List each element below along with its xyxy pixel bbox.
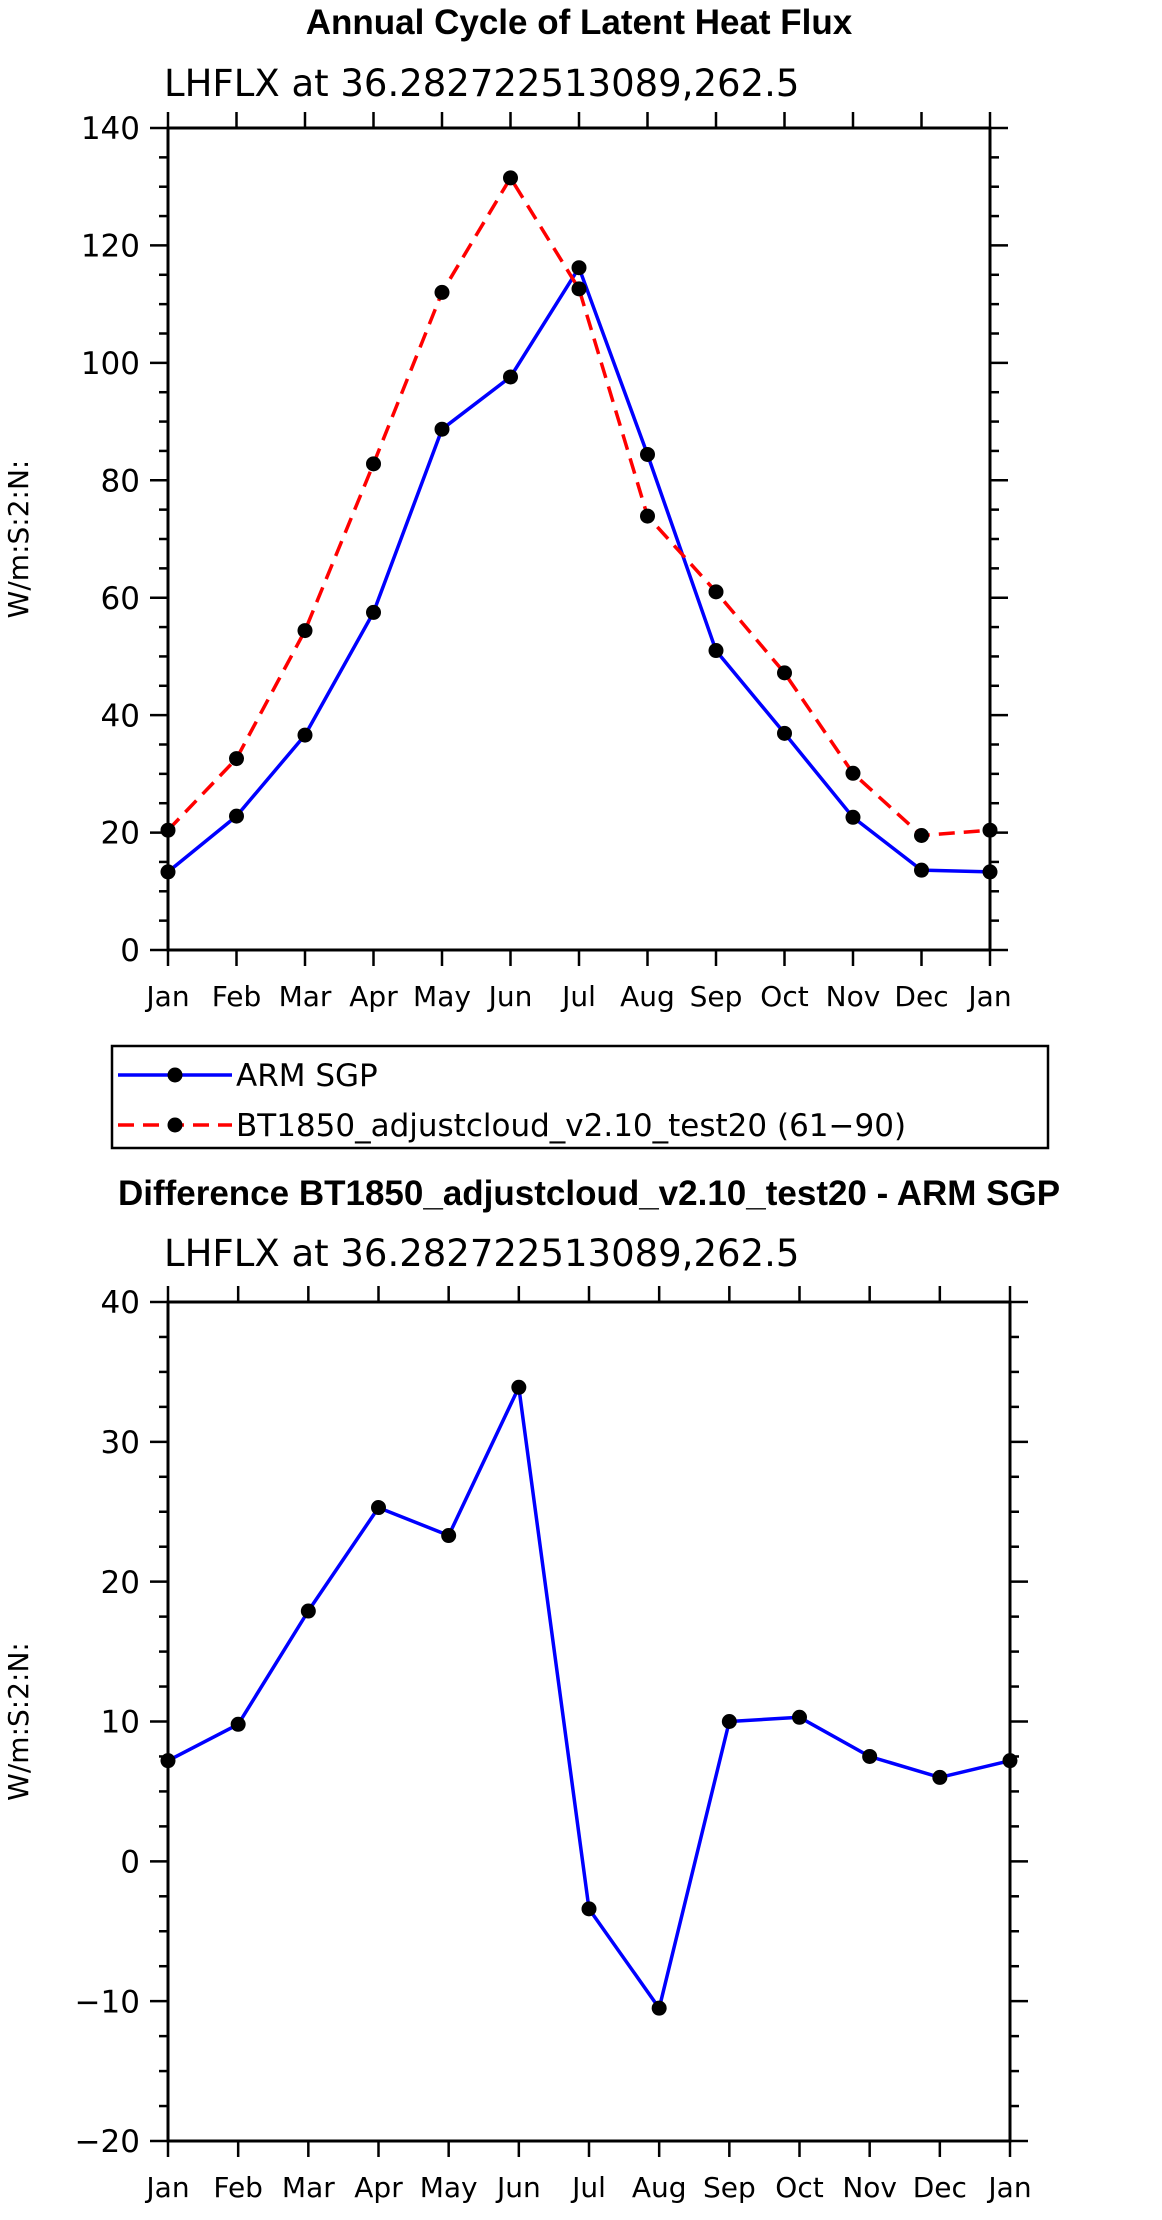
- x-tick-label: Jul: [560, 980, 596, 1013]
- data-point: [708, 584, 724, 600]
- x-tick-label: Sep: [703, 2171, 756, 2204]
- data-point: [581, 1901, 597, 1917]
- y-axis-label: W/m:S:2:N:: [2, 1642, 35, 1801]
- data-point: [366, 456, 381, 472]
- x-tick-label: Jun: [495, 2171, 541, 2204]
- data-point: [297, 727, 313, 743]
- data-point: [503, 369, 518, 385]
- legend-marker: [167, 1067, 183, 1083]
- data-point: [441, 1528, 457, 1544]
- x-tick-label: Apr: [354, 2171, 403, 2204]
- data-point: [571, 260, 587, 276]
- data-point: [914, 828, 929, 844]
- series-line: [166, 265, 991, 874]
- y-tick-label: 0: [120, 1844, 140, 1880]
- x-tick-label: Jan: [966, 980, 1011, 1013]
- data-point: [1002, 1753, 1018, 1769]
- y-axis-label: W/m:S:2:N:: [2, 460, 35, 619]
- legend: ARM SGP BT1850_adjustcloud_v2.10_test20 (…: [110, 1044, 1050, 1150]
- y-tick-label: 40: [101, 1285, 140, 1321]
- x-tick-label: Jan: [144, 2171, 189, 2204]
- data-point: [160, 864, 176, 880]
- x-tick-label: Apr: [349, 980, 398, 1013]
- data-point: [230, 1716, 246, 1732]
- data-point: [708, 643, 724, 659]
- y-tick-label: 120: [81, 229, 140, 265]
- data-point: [571, 281, 587, 297]
- y-tick-label: 30: [101, 1425, 140, 1461]
- chart-subtitle: LHFLX at 36.282722513089,262.5: [164, 62, 799, 105]
- data-point: [982, 822, 998, 838]
- y-tick-label: 0: [120, 933, 140, 969]
- data-point: [932, 1769, 948, 1785]
- y-tick-label: 10: [101, 1705, 140, 1741]
- data-point: [160, 822, 176, 838]
- difference-chart: Difference BT1850_adjustcloud_v2.10_test…: [2, 1174, 1060, 2204]
- x-tick-label: Feb: [213, 2171, 263, 2204]
- latent-heat-flux-chart: Annual Cycle of Latent Heat Flux LHFLX at…: [2, 3, 1012, 1013]
- y-tick-label: 140: [81, 111, 140, 147]
- x-tick-label: Nov: [826, 980, 881, 1013]
- legend-box: [110, 1044, 1050, 1150]
- y-tick-label: −10: [75, 1984, 140, 2020]
- data-point: [640, 508, 655, 524]
- x-tick-label: Aug: [632, 2171, 687, 2204]
- y-tick-label: 20: [101, 1565, 140, 1601]
- data-point: [721, 1714, 737, 1729]
- x-tick-label: May: [413, 980, 471, 1013]
- chart-subtitle: LHFLX at 36.282722513089,262.5: [164, 1232, 799, 1275]
- x-tick-label: Dec: [913, 2171, 967, 2204]
- data-point: [651, 2000, 667, 2016]
- data-point: [297, 623, 313, 639]
- x-tick-label: Oct: [760, 980, 808, 1013]
- data-point: [300, 1603, 316, 1619]
- data-point: [862, 1748, 878, 1764]
- legend-label: ARM SGP: [236, 1058, 378, 1094]
- x-tick-label: Jan: [986, 2171, 1031, 2204]
- data-point: [845, 809, 861, 825]
- x-tick-label: Nov: [842, 2171, 897, 2204]
- data-point: [982, 864, 998, 880]
- series-line: [166, 176, 991, 838]
- y-tick-label: 60: [101, 581, 140, 617]
- y-tick-label: 20: [101, 816, 140, 852]
- data-point: [229, 751, 244, 767]
- chart-title: Difference BT1850_adjustcloud_v2.10_test…: [118, 1174, 1060, 1213]
- x-tick-label: Jul: [570, 2171, 606, 2204]
- legend-label: BT1850_adjustcloud_v2.10_test20 (61−90): [236, 1108, 906, 1144]
- data-point: [366, 604, 381, 620]
- x-tick-label: May: [420, 2171, 478, 2204]
- x-tick-label: Dec: [894, 980, 948, 1013]
- data-point: [160, 1753, 176, 1769]
- legend-marker: [167, 1117, 183, 1133]
- data-point: [371, 1500, 386, 1516]
- data-point: [777, 725, 792, 741]
- data-point: [792, 1709, 807, 1725]
- chart-title: Annual Cycle of Latent Heat Flux: [306, 3, 853, 42]
- y-tick-label: 80: [101, 463, 140, 499]
- x-tick-label: Oct: [775, 2171, 823, 2204]
- data-point: [434, 421, 450, 437]
- x-tick-label: Mar: [279, 980, 332, 1013]
- x-tick-label: Mar: [282, 2171, 335, 2204]
- y-tick-label: 100: [81, 346, 140, 382]
- plot-frame: [166, 1300, 1012, 2143]
- x-tick-label: Jan: [144, 980, 189, 1013]
- x-tick-label: Feb: [212, 980, 262, 1013]
- data-point: [434, 284, 450, 300]
- data-point: [511, 1379, 527, 1395]
- y-tick-label: −20: [75, 2124, 140, 2160]
- x-tick-label: Sep: [690, 980, 743, 1013]
- x-tick-label: Aug: [620, 980, 675, 1013]
- data-point: [777, 665, 792, 681]
- data-point: [914, 862, 929, 878]
- data-point: [845, 765, 861, 781]
- x-tick-label: Jun: [487, 980, 533, 1013]
- data-point: [640, 446, 655, 462]
- y-tick-label: 40: [101, 698, 140, 734]
- data-point: [503, 170, 518, 186]
- data-point: [229, 808, 244, 824]
